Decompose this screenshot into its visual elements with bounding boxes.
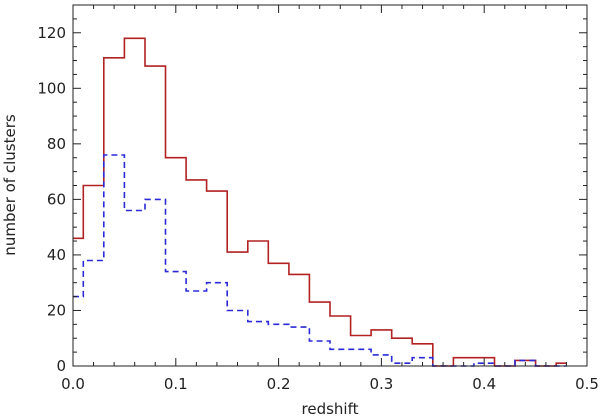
x-axis-title: redshift xyxy=(302,400,359,418)
y-axis-title: number of clusters xyxy=(1,114,19,256)
histogram-series-2-dashed xyxy=(73,154,567,367)
x-tick-label: 0.3 xyxy=(369,375,393,393)
chart-marks xyxy=(73,37,567,367)
y-tick-label: 40 xyxy=(47,246,66,264)
x-tick-label: 0.1 xyxy=(164,375,188,393)
y-tick-label: 100 xyxy=(37,79,66,97)
y-axis-ticks: 0 20 40 60 80 100 120 xyxy=(37,18,587,375)
x-tick-label: 0.5 xyxy=(575,375,599,393)
x-tick-label: 0.2 xyxy=(267,375,291,393)
x-axis-ticks: 0.0 0.1 0.2 0.3 0.4 0.5 xyxy=(61,5,599,393)
x-tick-label: 0.0 xyxy=(61,375,85,393)
y-tick-label: 60 xyxy=(47,190,66,208)
y-tick-label: 20 xyxy=(47,301,66,319)
histogram-series-1-solid xyxy=(73,37,567,367)
y-tick-label: 80 xyxy=(47,135,66,153)
y-tick-label: 0 xyxy=(56,357,66,375)
x-tick-label: 0.4 xyxy=(472,375,496,393)
y-tick-label: 120 xyxy=(37,24,66,42)
